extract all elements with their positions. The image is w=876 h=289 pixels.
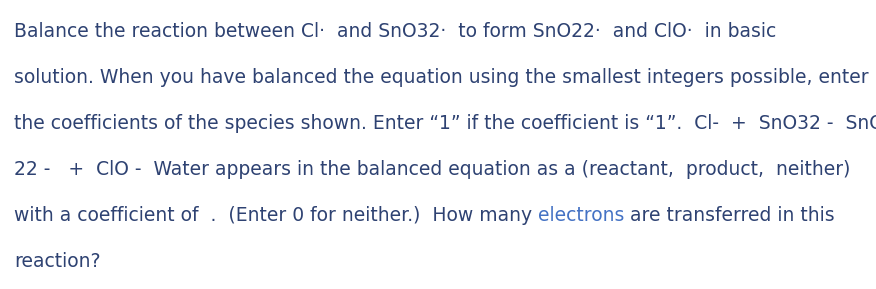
Text: 22 -   +  ClO -  Water appears in the balanced equation as a (reactant,  product: 22 - + ClO - Water appears in the balanc… xyxy=(14,160,851,179)
Text: the coefficients of the species shown. Enter “1” if the coefficient is “1”.  Cl-: the coefficients of the species shown. E… xyxy=(14,114,876,133)
Text: with a coefficient of  .  (Enter 0 for neither.)  How many: with a coefficient of . (Enter 0 for nei… xyxy=(14,206,538,225)
Text: electrons: electrons xyxy=(538,206,625,225)
Text: Balance the reaction between Cl·  and SnO32·  to form SnO22·  and ClO·  in basic: Balance the reaction between Cl· and SnO… xyxy=(14,22,776,41)
Text: reaction?: reaction? xyxy=(14,252,101,271)
Text: are transferred in this: are transferred in this xyxy=(625,206,835,225)
Text: solution. When you have balanced the equation using the smallest integers possib: solution. When you have balanced the equ… xyxy=(14,68,869,87)
